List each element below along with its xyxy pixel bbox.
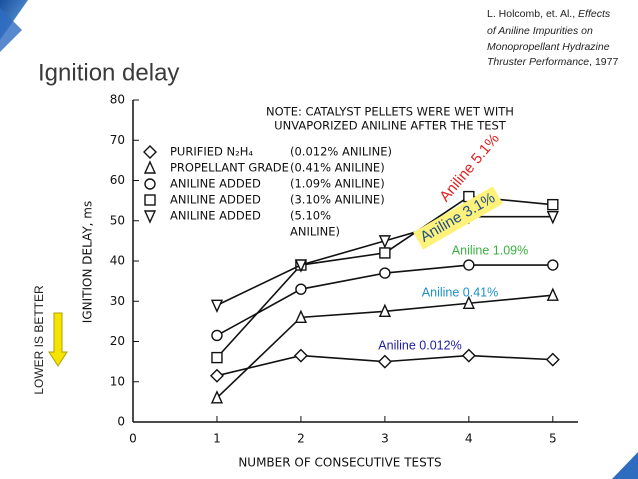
legend-marker — [143, 160, 157, 174]
legend-note: ANILINE) — [290, 225, 340, 239]
legend-label: PROPELLANT GRADE — [170, 161, 289, 175]
marker — [211, 351, 223, 364]
citation-line: of Aniline Impurities on — [487, 25, 593, 37]
legend-marker — [144, 178, 156, 190]
legend-marker — [144, 194, 156, 206]
y-axis-label: IGNITION DELAY, ms — [81, 201, 95, 323]
annotation-background — [413, 186, 503, 250]
marker — [294, 259, 308, 273]
annotation: Aniline 0.012% — [378, 338, 461, 352]
legend-label: ANILINE ADDED — [170, 177, 261, 191]
legend-label: ANILINE ADDED — [170, 193, 261, 207]
corner-decoration — [0, 8, 22, 52]
marker — [209, 368, 224, 383]
side-label: LOWER IS BETTER — [32, 285, 46, 395]
x-tick-label: 3 — [381, 432, 389, 446]
marker — [379, 267, 391, 279]
y-tick-label: 30 — [110, 294, 125, 308]
marker — [378, 235, 391, 249]
marker — [294, 309, 308, 324]
y-tick-label: 0 — [117, 415, 125, 429]
marker — [546, 287, 559, 301]
y-tick-label: 70 — [110, 133, 125, 147]
marker — [462, 295, 475, 309]
corner-decoration — [612, 452, 638, 479]
x-tick-label: 1 — [213, 432, 221, 446]
marker — [547, 198, 559, 211]
marker — [377, 354, 392, 369]
annotation: Aniline 0.41% — [422, 285, 498, 299]
marker — [210, 299, 224, 313]
marker — [295, 283, 307, 295]
chart: NOTE: CATALYST PELLETS WERE WET WITH UNV… — [81, 93, 578, 470]
marker — [546, 211, 559, 225]
y-tick-label: 10 — [110, 374, 125, 388]
note: UNVAPORIZED ANILINE AFTER THE TEST — [274, 119, 507, 133]
marker — [378, 303, 391, 318]
y-tick-label: 20 — [110, 334, 125, 348]
marker — [211, 329, 223, 342]
marker — [545, 352, 560, 367]
marker — [547, 259, 559, 271]
note: NOTE: CATALYST PELLETS WERE WET WITH — [266, 105, 514, 119]
legend-label: PURIFIED N₂H₄ — [170, 145, 253, 159]
annotation: Aniline 3.1% — [417, 189, 498, 245]
annotation: Aniline 1.09% — [452, 243, 528, 257]
x-axis-label: NUMBER OF CONSECUTIVE TESTS — [238, 456, 441, 470]
legend-note: (5.10% — [290, 209, 331, 223]
marker — [293, 348, 308, 363]
slide-title: Ignition delay — [38, 59, 179, 86]
series-line — [216, 215, 553, 306]
y-tick-label: 50 — [110, 213, 125, 227]
legend-note: (0.012% ANILINE) — [290, 145, 392, 159]
citation: L. Holcomb, et. Al., Effects of Aniline … — [487, 8, 618, 68]
citation-line: Monopropellant Hydrazine — [487, 41, 610, 53]
arrow — [48, 312, 68, 367]
marker — [463, 259, 475, 271]
citation-line: Thruster Performance, 1977 — [487, 56, 618, 68]
marker — [461, 348, 476, 363]
legend-note: (1.09% ANILINE) — [290, 177, 385, 191]
y-tick-label: 60 — [110, 173, 125, 187]
citation-line: L. Holcomb, et. Al., Effects — [487, 8, 611, 20]
x-tick-label: 2 — [297, 432, 305, 446]
legend-marker — [143, 210, 157, 224]
legend-label: ANILINE ADDED — [170, 209, 261, 223]
x-tick-label: 5 — [549, 432, 557, 446]
y-tick-label: 40 — [110, 254, 125, 268]
legend-marker — [143, 145, 157, 159]
y-tick-label: 80 — [110, 93, 125, 107]
x-tick-label: 4 — [465, 432, 473, 446]
marker — [379, 247, 391, 259]
legend-note: (3.10% ANILINE) — [290, 193, 385, 207]
legend-note: (0.41% ANILINE) — [290, 161, 385, 175]
marker — [210, 390, 224, 404]
x-tick-label: 0 — [129, 432, 137, 446]
